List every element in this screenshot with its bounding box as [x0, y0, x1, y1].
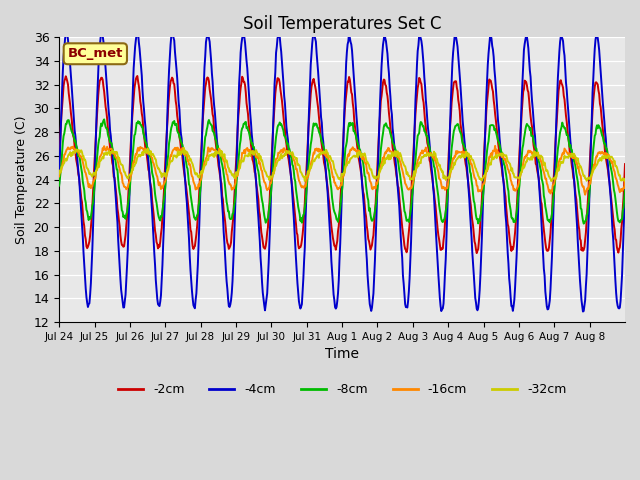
X-axis label: Time: Time	[325, 347, 359, 361]
Text: BC_met: BC_met	[68, 47, 123, 60]
Y-axis label: Soil Temperature (C): Soil Temperature (C)	[15, 115, 28, 244]
Legend: -2cm, -4cm, -8cm, -16cm, -32cm: -2cm, -4cm, -8cm, -16cm, -32cm	[113, 378, 572, 401]
Title: Soil Temperatures Set C: Soil Temperatures Set C	[243, 15, 442, 33]
